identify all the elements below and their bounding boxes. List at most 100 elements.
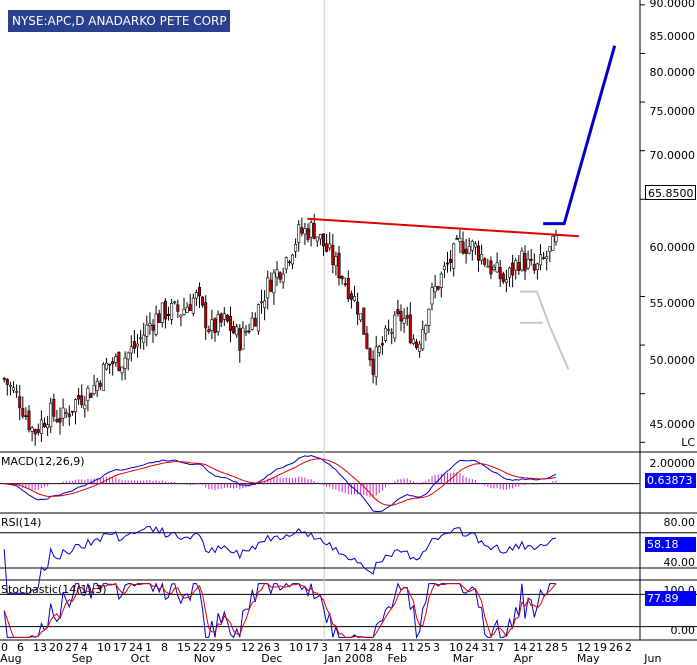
candle-up (139, 337, 143, 340)
x-day-label: 10 (97, 641, 111, 654)
candle-down (464, 248, 468, 254)
candle-down (225, 314, 229, 322)
candle-up (535, 263, 539, 271)
candle-down (201, 296, 205, 306)
candle-up (411, 338, 415, 344)
rsi-tick-80: 80.00 (663, 516, 696, 529)
candle-up (266, 277, 270, 299)
x-day-label: 26 (257, 641, 271, 654)
x-day-label: 1 (145, 641, 152, 654)
candle-down (58, 418, 62, 423)
candle-down (408, 314, 412, 344)
candle-down (483, 258, 487, 265)
x-day-label: 13 (33, 641, 47, 654)
candle-down (24, 415, 28, 418)
candle-up (387, 329, 391, 331)
x-day-label: 3 (321, 641, 328, 654)
scale-label: LC (681, 436, 695, 449)
candle-up (318, 233, 322, 240)
candle-up (191, 297, 195, 314)
candle-up (86, 387, 90, 402)
candle-down (477, 245, 481, 261)
x-day-label: 4 (81, 641, 88, 654)
x-day-label: 3 (433, 641, 440, 654)
candle-down (188, 304, 192, 311)
candle-down (498, 266, 502, 280)
macd-signal-line (4, 458, 557, 506)
candle-up (120, 366, 124, 374)
candle-down (253, 317, 257, 327)
candle-up (433, 286, 437, 293)
candle-up (235, 326, 239, 336)
candle-down (55, 419, 59, 422)
chart-title: NYSE:APC,D ANADARKO PETE CORP (8, 10, 230, 32)
candle-up (182, 308, 186, 315)
candle-up (136, 343, 140, 347)
x-day-label: 21 (529, 641, 543, 654)
candle-down (207, 329, 211, 333)
candle-up (142, 334, 146, 344)
candle-up (61, 407, 65, 419)
candle-down (77, 395, 81, 400)
candle-down (446, 262, 450, 265)
candle-up (170, 303, 174, 320)
candle-up (384, 327, 388, 341)
candle-up (508, 267, 512, 278)
macd-tick-2: 2.00000 (649, 457, 696, 470)
stochastic-label: Stochastic(14(1),3) (1, 583, 107, 596)
stoch-value-badge: 77.89 (645, 591, 696, 606)
candle-up (328, 243, 332, 249)
rsi-label: RSI(14) (1, 516, 42, 529)
candle-up (291, 254, 295, 265)
candle-up (539, 254, 543, 266)
candle-up (105, 362, 109, 370)
candle-up (83, 404, 87, 410)
candle-up (49, 402, 53, 428)
candle-down (337, 252, 341, 279)
rsi-value-badge: 58.18 (645, 537, 696, 552)
candle-up (241, 327, 245, 350)
x-month-label: Mar (452, 652, 474, 665)
candle-down (33, 429, 37, 435)
candle-down (365, 333, 369, 349)
x-day-label: 28 (545, 641, 559, 654)
candle-up (520, 250, 524, 271)
candle-down (415, 341, 419, 348)
candle-up (353, 296, 357, 301)
candle-down (343, 283, 347, 285)
candle-up (551, 236, 555, 251)
candle-down (362, 307, 366, 335)
x-day-label: 10 (449, 641, 463, 654)
candle-up (402, 318, 406, 324)
candle-down (449, 258, 453, 263)
candle-up (8, 384, 12, 387)
candle-up (297, 224, 301, 243)
candle-down (322, 233, 326, 247)
chart-frame (0, 0, 697, 641)
candle-up (315, 236, 319, 242)
macd-line (4, 454, 557, 512)
candle-down (461, 241, 465, 254)
candle-down (232, 326, 236, 334)
candle-down (300, 227, 304, 234)
price-tick-90: 90.0000 (649, 0, 696, 10)
x-day-label: 24 (129, 641, 143, 654)
candle-down (176, 304, 180, 312)
x-day-label: 29 (209, 641, 223, 654)
candle-down (532, 263, 536, 271)
candle-down (151, 324, 155, 331)
x-month-label: Apr (513, 652, 533, 665)
candle-up (458, 237, 462, 242)
x-day-label: 14 (353, 641, 367, 654)
candle-down (43, 422, 47, 428)
candle-up (495, 262, 499, 273)
candle-down (269, 279, 273, 292)
candle-down (368, 348, 372, 361)
candle-up (15, 391, 19, 393)
candle-down (349, 293, 353, 300)
candle-up (467, 246, 471, 254)
x-month-label: Aug (0, 652, 22, 665)
x-day-label: 17 (113, 641, 127, 654)
candle-down (529, 258, 533, 261)
candle-up (64, 412, 68, 414)
